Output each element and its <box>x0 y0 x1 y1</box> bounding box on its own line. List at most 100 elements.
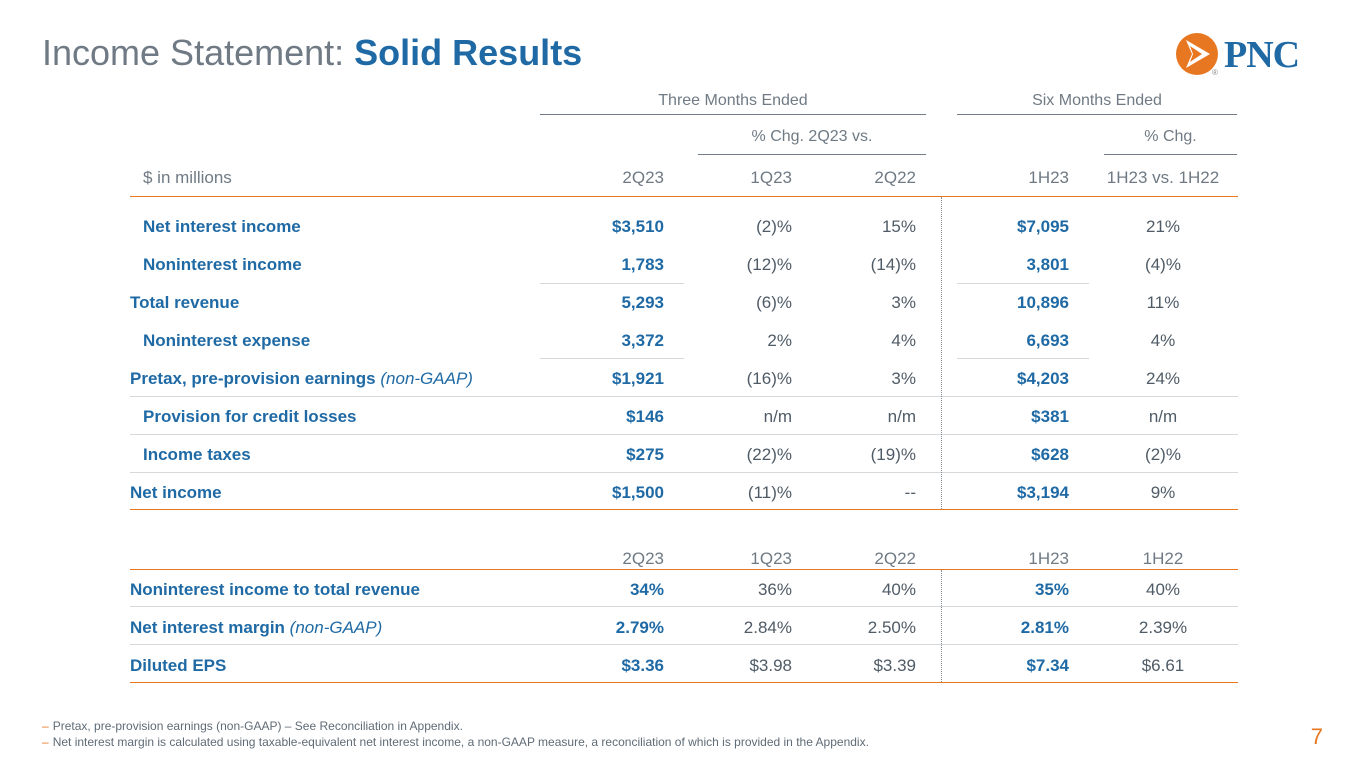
cell-1h22: 40% <box>1145 580 1181 599</box>
cell-1h23-vs-1h22: 24% <box>1145 369 1181 388</box>
subtotal-rule <box>540 358 684 359</box>
row-divider <box>130 396 1238 397</box>
cell-1q23: $3.98 <box>749 656 792 675</box>
table-row: Net interest income $3,510 (2)% 15% $7,0… <box>130 208 1238 246</box>
ratios-col-1h23: 1H23 <box>1028 549 1069 568</box>
row-label: Net income <box>130 483 222 502</box>
row-label: Income taxes <box>143 445 251 464</box>
row-divider <box>130 644 1238 645</box>
cell-1h22: $6.61 <box>1141 656 1185 675</box>
ratios-row: Diluted EPS $3.36 $3.98 $3.39 $7.34 $6.6… <box>130 647 1238 685</box>
subtotal-rule <box>540 283 684 284</box>
row-label-note: (non-GAAP) <box>289 618 383 637</box>
cell-1h23: 2.81% <box>1020 618 1069 637</box>
cell-2q23: $275 <box>626 445 664 464</box>
cell-2q22: 40% <box>881 580 916 599</box>
footnote: – Net interest margin is calculated using… <box>42 735 869 749</box>
cell-1q23: (2)% <box>756 217 792 236</box>
page-title: Income Statement: Solid Results <box>42 32 582 74</box>
cell-1q23: 2.84% <box>743 618 792 637</box>
col-header-1h23: 1H23 <box>1028 168 1069 187</box>
table-row: Noninterest income 1,783 (12)% (14)% 3,8… <box>130 246 1238 284</box>
ratios-col-1h22: 1H22 <box>1142 549 1184 568</box>
cell-1h23: 10,896 <box>1017 293 1069 312</box>
ratios-header-rule <box>130 569 1238 570</box>
col-header-1q23: 1Q23 <box>750 168 792 187</box>
cell-1q23: 2% <box>767 331 792 350</box>
row-label: Noninterest expense <box>143 331 311 350</box>
table-row: Net income $1,500 (11)% -- $3,194 9% <box>130 474 1238 512</box>
cell-1h23: $3,194 <box>1017 483 1069 502</box>
cell-2q23: $3,510 <box>612 217 664 236</box>
cell-1h23-vs-1h22: 4% <box>1150 331 1176 350</box>
header-chg-three-underline <box>698 154 926 155</box>
cell-1h23: $628 <box>1031 445 1069 464</box>
cell-1h23: 35% <box>1034 580 1069 599</box>
ratios-bottom-rule <box>130 682 1238 683</box>
table-row: Noninterest expense 3,372 2% 4% 6,693 4% <box>130 322 1238 360</box>
pnc-logo: PNC ® <box>1172 30 1332 78</box>
cell-2q23: $3.36 <box>621 656 664 675</box>
pnc-arrow-icon <box>1176 33 1218 75</box>
row-divider <box>130 434 1238 435</box>
cell-1q23: (6)% <box>756 293 792 312</box>
row-divider <box>130 472 1238 473</box>
footnote-bullet: – <box>42 735 49 749</box>
cell-1q23: n/m <box>763 407 792 426</box>
cell-2q22: $3.39 <box>873 656 916 675</box>
cell-2q23: $146 <box>626 407 664 426</box>
table-row: Provision for credit losses $146 n/m n/m… <box>130 398 1238 436</box>
footnote-text: Net interest margin is calculated using … <box>52 735 869 749</box>
ratios-col-2q23: 2Q23 <box>622 549 664 568</box>
cell-2q23: 5,293 <box>621 293 664 312</box>
cell-1q23: (12)% <box>746 255 792 274</box>
row-label: Net interest margin (non-GAAP) <box>130 609 382 647</box>
ratios-header-row: 2Q23 1Q23 2Q22 1H23 1H22 <box>130 540 1238 578</box>
page-title-plain: Income Statement: <box>42 32 355 73</box>
subtotal-rule <box>957 358 1089 359</box>
cell-2q22: 15% <box>881 217 916 236</box>
cell-2q22: -- <box>904 483 916 502</box>
cell-1q23: 36% <box>757 580 792 599</box>
column-header-row: $ in millions 2Q23 1Q23 2Q22 1H23 1H23 v… <box>130 159 1238 197</box>
page-title-strong: Solid Results <box>354 32 583 73</box>
cell-2q22: (14)% <box>870 255 916 274</box>
cell-2q22: n/m <box>887 407 916 426</box>
ratios-column-divider <box>941 570 942 682</box>
ratios-row: Net interest margin (non-GAAP) 2.79% 2.8… <box>130 609 1238 647</box>
cell-2q23: 2.79% <box>615 618 664 637</box>
header-six-months: Six Months Ended <box>1032 92 1162 109</box>
pnc-registered-mark: ® <box>1212 68 1218 77</box>
row-divider <box>130 606 1238 607</box>
row-label-text: Pretax, pre-provision earnings <box>130 369 376 388</box>
cell-1h23-vs-1h22: (2)% <box>1145 445 1181 464</box>
col-header-2q22: 2Q22 <box>874 168 916 187</box>
cell-2q23: $1,500 <box>612 483 664 502</box>
col-header-2q23: 2Q23 <box>622 168 664 187</box>
footnote-text: Pretax, pre-provision earnings (non-GAAP… <box>52 719 463 733</box>
ratios-col-2q22: 2Q22 <box>874 549 916 568</box>
footnote: – Pretax, pre-provision earnings (non-GAA… <box>42 719 463 733</box>
header-chg-six-underline <box>1104 154 1237 155</box>
subtotal-rule <box>957 283 1089 284</box>
cell-1h23-vs-1h22: 9% <box>1150 483 1176 502</box>
cell-2q22: 2.50% <box>867 618 916 637</box>
table-row: Income taxes $275 (22)% (19)% $628 (2)% <box>130 436 1238 474</box>
cell-1h23-vs-1h22: n/m <box>1148 407 1178 426</box>
header-six-underline <box>957 114 1237 115</box>
cell-1h23: $7.34 <box>1026 656 1069 675</box>
header-three-underline <box>540 114 926 115</box>
cell-2q22: 3% <box>891 293 916 312</box>
row-label: Pretax, pre-provision earnings (non-GAAP… <box>130 360 473 398</box>
cell-2q22: (19)% <box>870 445 916 464</box>
row-label-note: (non-GAAP) <box>380 369 473 388</box>
table-bottom-rule <box>130 509 1238 510</box>
column-divider <box>941 197 942 509</box>
cell-1h23: 6,693 <box>1026 331 1069 350</box>
cell-1q23: (16)% <box>746 369 792 388</box>
cell-1q23: (22)% <box>746 445 792 464</box>
page-number: 7 <box>1310 724 1323 749</box>
cell-2q23: 3,372 <box>621 331 664 350</box>
ratios-row: Noninterest income to total revenue 34% … <box>130 571 1238 609</box>
pnc-logo-text: PNC <box>1224 34 1300 76</box>
